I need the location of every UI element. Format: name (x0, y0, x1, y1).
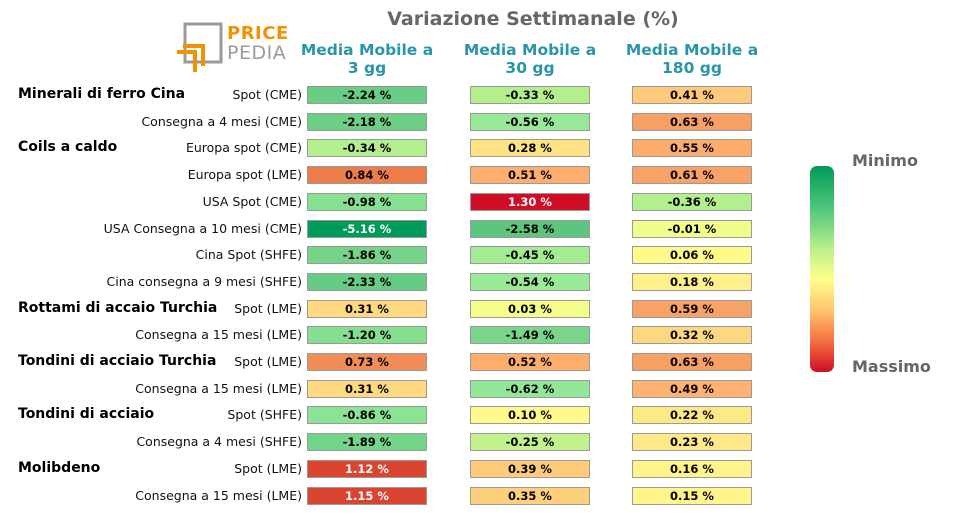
value-cell: -0.98 % (307, 192, 427, 211)
value-cell: 0.63 % (632, 353, 752, 371)
value-cell: 0.35 % (470, 486, 590, 505)
chart-title: Variazione Settimanale (%) (387, 8, 679, 30)
column-header: Media Mobile a 180 gg (617, 41, 767, 77)
scale-min-label: Minimo (852, 151, 918, 170)
value-cell: -1.20 % (307, 326, 427, 345)
color-scale-bar (810, 166, 834, 372)
group-label: Rottami di accaio Turchia (18, 299, 218, 316)
value-cell: 0.15 % (632, 486, 752, 505)
row-label: Cina consegna a 9 mesi (SHFE) (106, 273, 302, 289)
column-header-line: 3 gg (347, 59, 387, 77)
row-label: Spot (LME) (234, 460, 302, 476)
value-cell: -2.24 % (307, 86, 427, 104)
value-cell: -0.36 % (632, 192, 752, 211)
value-cell: 0.61 % (632, 166, 752, 185)
value-cell: -0.62 % (470, 379, 590, 398)
value-cell: -1.89 % (307, 433, 427, 452)
value-cell: -2.33 % (307, 272, 427, 291)
value-cell: -0.45 % (470, 246, 590, 265)
value-cell: 0.84 % (307, 166, 427, 185)
value-cell: 0.23 % (632, 433, 752, 452)
row-label: Cina Spot (SHFE) (195, 247, 302, 263)
pricepedia-logo: PRICE PEDIA (175, 22, 289, 74)
value-cell: -0.54 % (470, 272, 590, 291)
value-cell: -2.18 % (307, 112, 427, 131)
value-cell: 0.03 % (470, 299, 590, 318)
row-label: Spot (LME) (234, 354, 302, 369)
value-cell: -1.49 % (470, 326, 590, 345)
row-label: Europa spot (CME) (185, 140, 302, 156)
group-label: Tondini di acciaio (18, 406, 155, 423)
value-cell: -2.58 % (470, 219, 590, 238)
value-cell: -0.01 % (632, 219, 752, 238)
group-label: Tondini di acciaio Turchia (18, 353, 217, 369)
value-cell: -0.25 % (470, 433, 590, 452)
value-cell: 0.55 % (632, 139, 752, 158)
value-cell: 0.31 % (307, 299, 427, 318)
column-header: Media Mobile a 30 gg (455, 41, 605, 77)
row-label: USA Consegna a 10 mesi (CME) (103, 220, 302, 236)
row-label: USA Spot (CME) (202, 193, 302, 209)
row-label: Spot (CME) (232, 87, 302, 102)
value-cell: -0.34 % (307, 139, 427, 158)
value-cell: 0.52 % (470, 353, 590, 371)
row-label: Spot (SHFE) (227, 407, 302, 423)
value-cell: 0.10 % (470, 406, 590, 425)
row-label: Consegna a 15 mesi (LME) (135, 327, 302, 343)
value-cell: 1.15 % (307, 486, 427, 505)
logo-text-price: PRICE (227, 23, 289, 44)
group-label: Molibdeno (18, 459, 101, 476)
group-label: Minerali di ferro Cina (18, 86, 186, 102)
value-cell: 0.18 % (632, 272, 752, 291)
column-header-line: Media Mobile a (300, 41, 434, 59)
value-cell: -0.33 % (470, 86, 590, 104)
value-cell: 0.41 % (632, 86, 752, 104)
value-cell: 0.59 % (632, 299, 752, 318)
column-header-line: Media Mobile a (463, 41, 597, 59)
column-header-line: 30 gg (505, 59, 555, 77)
value-cell: 0.39 % (470, 459, 590, 478)
value-cell: 0.49 % (632, 379, 752, 398)
value-cell: -5.16 % (307, 219, 427, 238)
column-header-line: Media Mobile a (625, 41, 759, 59)
logo-text-pedia: PEDIA (227, 42, 287, 64)
value-cell: -1.86 % (307, 246, 427, 265)
scale-max-label: Massimo (852, 357, 931, 376)
logo-mark-icon (177, 22, 223, 72)
group-label: Coils a caldo (18, 139, 118, 156)
row-label: Consegna a 4 mesi (CME) (141, 113, 302, 129)
row-label: Europa spot (LME) (187, 167, 302, 183)
value-cell: -0.56 % (470, 112, 590, 131)
column-header-line: 180 gg (662, 59, 722, 77)
value-cell: 0.06 % (632, 246, 752, 265)
value-cell: 1.12 % (307, 459, 427, 478)
value-cell: 0.22 % (632, 406, 752, 425)
row-label: Consegna a 15 mesi (LME) (135, 380, 302, 396)
value-cell: 0.51 % (470, 166, 590, 185)
value-cell: -0.86 % (307, 406, 427, 425)
row-label: Spot (LME) (234, 300, 302, 316)
value-cell: 0.32 % (632, 326, 752, 345)
value-cell: 0.28 % (470, 139, 590, 158)
value-cell: 0.73 % (307, 353, 427, 371)
value-cell: 0.31 % (307, 379, 427, 398)
value-cell: 1.30 % (470, 192, 590, 211)
row-label: Consegna a 4 mesi (SHFE) (136, 434, 302, 450)
row-label: Consegna a 15 mesi (LME) (135, 487, 302, 503)
value-cell: 0.63 % (632, 112, 752, 131)
value-cell: 0.16 % (632, 459, 752, 478)
